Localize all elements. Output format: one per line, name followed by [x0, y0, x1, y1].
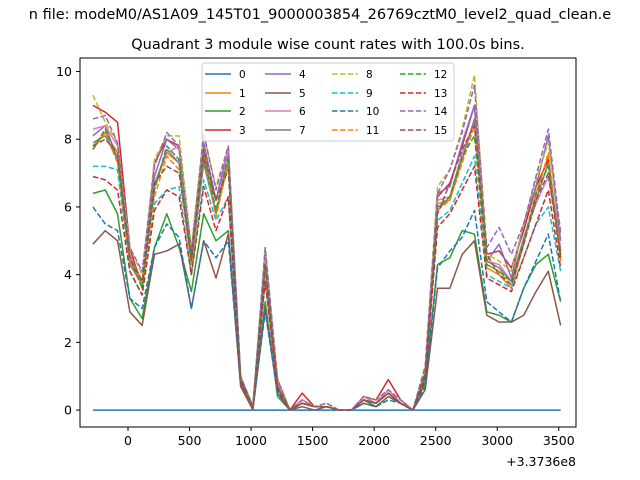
x-tick-label: 500 [178, 433, 202, 448]
y-tick-label: 10 [56, 64, 72, 79]
legend-label-2: 2 [239, 106, 246, 118]
x-tick-label: 2000 [358, 433, 390, 448]
legend-label-15: 15 [434, 125, 447, 137]
legend-label-5: 5 [299, 88, 306, 100]
y-tick-label: 8 [64, 132, 72, 147]
figure-suptitle: n file: modeM0/AS1A09_145T01_9000003854_… [29, 7, 612, 23]
x-tick-label: 0 [124, 433, 132, 448]
x-tick-label: 2500 [420, 433, 452, 448]
plot-frame [79, 57, 577, 428]
series-line-8 [92, 74, 562, 411]
series-layer [92, 74, 562, 411]
legend-label-13: 13 [434, 88, 447, 100]
y-axis: 0 2 4 6 8 10 [56, 64, 80, 418]
y-tick-label: 2 [64, 335, 72, 350]
legend-label-11: 11 [366, 125, 379, 137]
y-tick-label: 4 [64, 267, 72, 282]
series-line-15 [92, 124, 562, 411]
series-line-12 [92, 128, 562, 411]
y-tick-label: 6 [64, 199, 72, 214]
legend-frame [201, 62, 455, 142]
legend-label-0: 0 [239, 69, 246, 81]
legend-label-12: 12 [434, 69, 447, 81]
legend-label-7: 7 [299, 125, 306, 137]
legend-label-9: 9 [366, 88, 373, 100]
series-line-14 [92, 84, 562, 411]
legend-label-8: 8 [366, 69, 373, 81]
x-tick-label: 3000 [481, 433, 513, 448]
x-tick-label: 1500 [297, 433, 329, 448]
legend-label-6: 6 [299, 106, 306, 118]
x-axis: 0 500 1000 1500 2000 2500 3000 3500 [124, 427, 575, 448]
x-axis-offset-label: +3.3736e8 [506, 454, 576, 469]
legend-label-14: 14 [434, 106, 448, 118]
x-tick-label: 3500 [543, 433, 575, 448]
x-tick-label: 1000 [235, 433, 267, 448]
legend-label-1: 1 [239, 88, 246, 100]
legend-label-10: 10 [366, 106, 379, 118]
legend-label-4: 4 [299, 69, 306, 81]
legend-label-3: 3 [239, 125, 246, 137]
chart-title: Quadrant 3 module wise count rates with … [131, 37, 525, 53]
y-tick-label: 0 [64, 403, 72, 418]
